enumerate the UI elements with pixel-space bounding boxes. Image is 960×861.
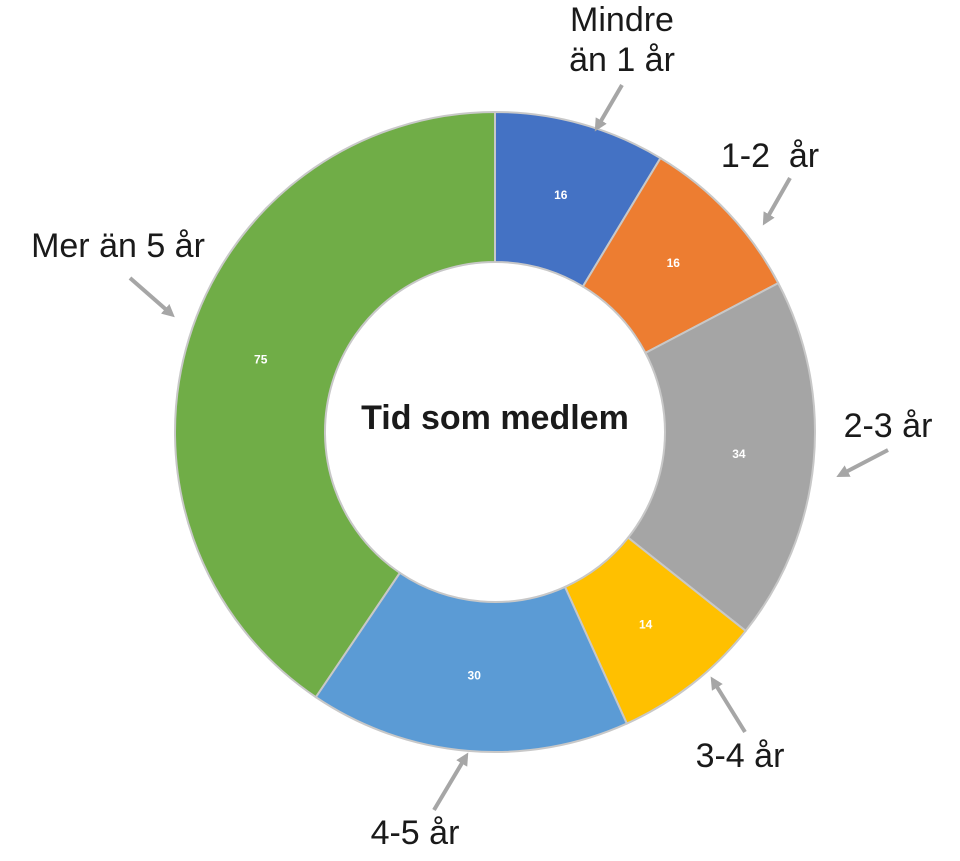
value-label: 75 xyxy=(254,352,268,366)
arrow xyxy=(594,83,624,132)
arrow xyxy=(710,676,747,734)
arrow xyxy=(432,752,469,812)
value-label: 30 xyxy=(468,668,482,682)
value-label: 16 xyxy=(667,256,681,270)
category-label: 3-4 år xyxy=(696,737,785,775)
slice xyxy=(174,110,496,699)
value-label: 34 xyxy=(732,447,746,461)
category-label: 4-5 år xyxy=(371,814,460,852)
arrow xyxy=(836,448,889,477)
value-label: 16 xyxy=(554,188,568,202)
category-label: 2-3 år xyxy=(844,407,933,445)
category-label: 1-2 år xyxy=(721,137,819,175)
slices xyxy=(174,110,816,753)
slice xyxy=(314,571,629,753)
chart-title: Tid som medlem xyxy=(361,399,629,437)
category-label: Mer än 5 år xyxy=(31,227,205,265)
value-label: 14 xyxy=(639,617,653,631)
slice xyxy=(626,281,816,633)
arrow xyxy=(762,177,792,226)
arrow xyxy=(128,276,175,318)
category-label: Mindre än 1 år xyxy=(569,1,675,79)
